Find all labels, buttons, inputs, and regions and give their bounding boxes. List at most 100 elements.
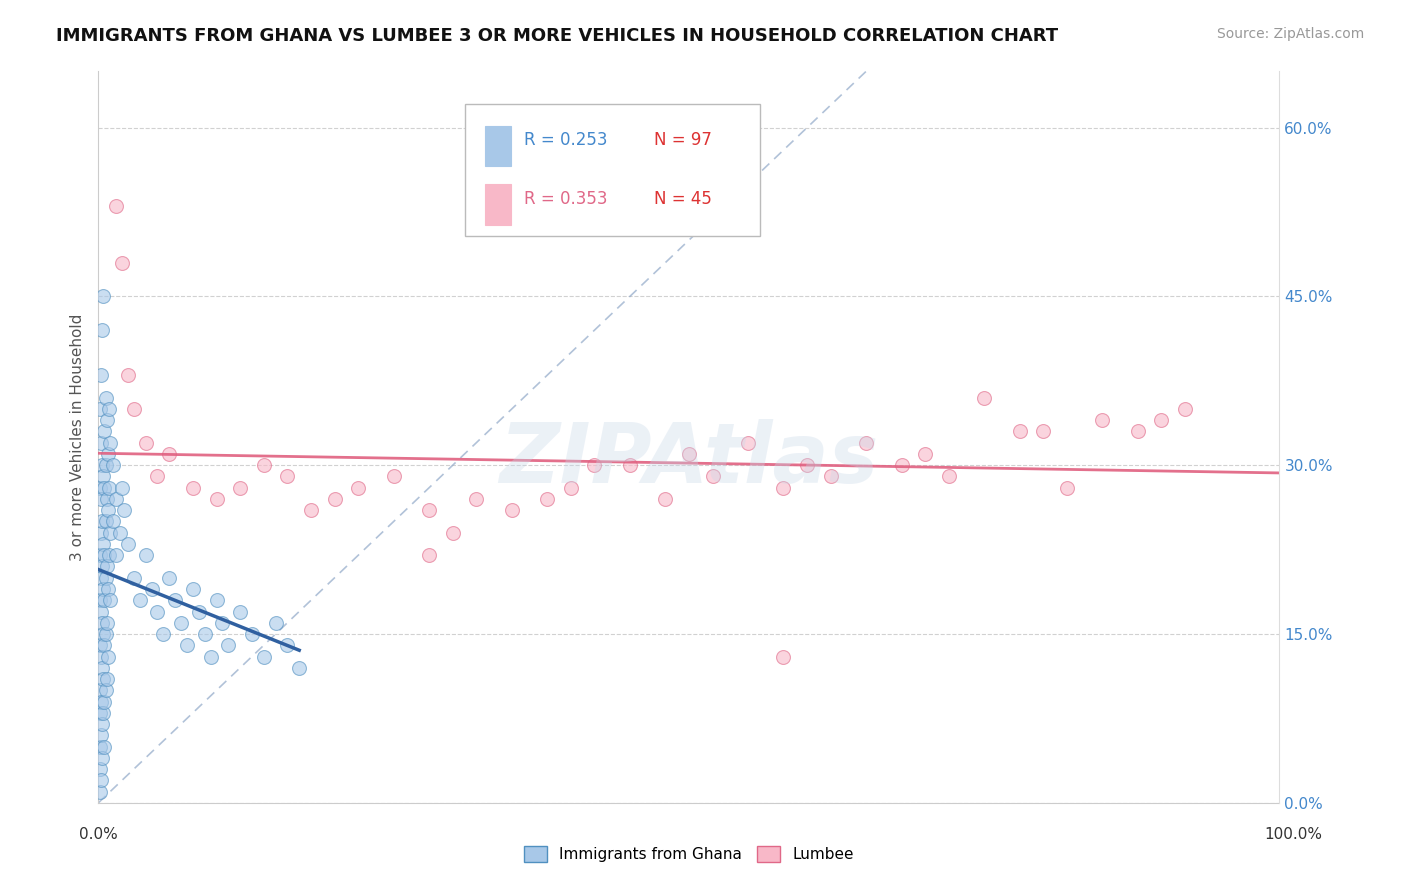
- Point: [94, 627, 117, 641]
- Point: [94, 458, 117, 473]
- Point: [89, 739, 111, 754]
- Point: [702, 469, 724, 483]
- Point: [91, 706, 114, 720]
- Text: R = 0.353: R = 0.353: [523, 190, 607, 208]
- Point: [90, 491, 112, 506]
- Point: [217, 638, 239, 652]
- Point: [97, 447, 120, 461]
- Point: [93, 638, 115, 652]
- Point: [90, 728, 112, 742]
- Point: [97, 582, 120, 596]
- Point: [264, 615, 287, 630]
- Point: [98, 435, 121, 450]
- Point: [91, 559, 114, 574]
- Point: [90, 605, 112, 619]
- Point: [152, 627, 174, 641]
- Point: [890, 458, 912, 473]
- Point: [382, 469, 405, 483]
- Point: [89, 762, 111, 776]
- Point: [91, 582, 114, 596]
- Point: [101, 458, 124, 473]
- Point: [654, 491, 676, 506]
- Point: [91, 661, 114, 675]
- Point: [276, 469, 298, 483]
- Point: [91, 751, 114, 765]
- Point: [108, 525, 131, 540]
- Point: [105, 548, 128, 562]
- Point: [98, 401, 121, 416]
- Y-axis label: 3 or more Vehicles in Household: 3 or more Vehicles in Household: [69, 313, 84, 561]
- Point: [772, 649, 794, 664]
- Text: N = 97: N = 97: [654, 131, 711, 150]
- Point: [146, 469, 169, 483]
- Point: [211, 615, 233, 630]
- Bar: [485, 126, 510, 166]
- Point: [323, 491, 346, 506]
- Point: [560, 481, 582, 495]
- Point: [128, 593, 150, 607]
- Point: [97, 503, 120, 517]
- Point: [855, 435, 877, 450]
- Point: [146, 605, 169, 619]
- Point: [91, 458, 114, 473]
- Point: [187, 605, 209, 619]
- Point: [94, 391, 117, 405]
- Point: [938, 469, 960, 483]
- Text: 0.0%: 0.0%: [79, 827, 118, 841]
- Point: [94, 515, 117, 529]
- Point: [90, 773, 112, 788]
- Point: [111, 481, 134, 495]
- Point: [96, 615, 118, 630]
- Point: [111, 255, 134, 269]
- Point: [89, 548, 111, 562]
- Point: [135, 548, 157, 562]
- Point: [973, 391, 995, 405]
- Point: [299, 503, 322, 517]
- Point: [89, 706, 111, 720]
- Point: [135, 435, 157, 450]
- Point: [98, 548, 121, 562]
- Point: [105, 491, 128, 506]
- Point: [240, 627, 263, 641]
- Point: [94, 571, 117, 585]
- Point: [89, 683, 111, 698]
- Point: [91, 323, 114, 337]
- Point: [418, 503, 440, 517]
- Point: [96, 491, 118, 506]
- Point: [89, 638, 111, 652]
- Point: [205, 491, 228, 506]
- Text: 100.0%: 100.0%: [1264, 827, 1323, 841]
- Point: [200, 649, 222, 664]
- Point: [90, 525, 112, 540]
- Bar: [485, 185, 510, 225]
- Point: [229, 605, 252, 619]
- Point: [98, 525, 121, 540]
- Point: [93, 425, 115, 439]
- Point: [441, 525, 464, 540]
- Point: [165, 593, 187, 607]
- Point: [96, 559, 118, 574]
- Point: [1032, 425, 1054, 439]
- Point: [1008, 425, 1031, 439]
- FancyBboxPatch shape: [464, 104, 759, 235]
- Point: [737, 435, 759, 450]
- Point: [253, 458, 276, 473]
- Point: [229, 481, 252, 495]
- Point: [170, 615, 193, 630]
- Point: [820, 469, 842, 483]
- Point: [536, 491, 558, 506]
- Point: [176, 638, 198, 652]
- Point: [772, 481, 794, 495]
- Point: [141, 582, 163, 596]
- Point: [90, 435, 112, 450]
- Point: [117, 368, 139, 383]
- Point: [253, 649, 276, 664]
- Point: [91, 515, 114, 529]
- Point: [90, 571, 112, 585]
- Point: [117, 537, 139, 551]
- Point: [205, 593, 228, 607]
- Point: [796, 458, 818, 473]
- Point: [91, 627, 114, 641]
- Point: [122, 571, 145, 585]
- Point: [91, 615, 114, 630]
